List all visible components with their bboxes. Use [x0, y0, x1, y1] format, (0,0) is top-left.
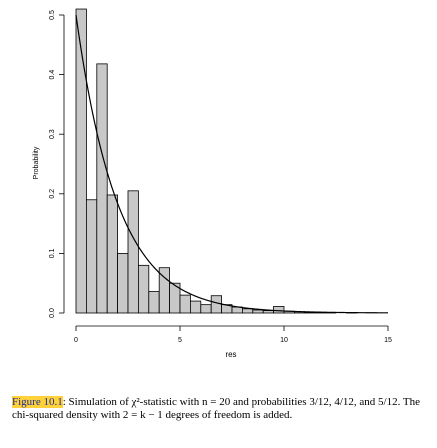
- histogram-bar: [137, 264, 150, 314]
- histogram-bar: [262, 310, 275, 314]
- caption-text: : Simulation of χ²-statistic with n = 20…: [12, 396, 421, 421]
- histogram-bar: [148, 291, 160, 314]
- histogram-bar: [96, 63, 108, 314]
- y-tick-label: 0.5: [49, 10, 56, 20]
- histogram-bar: [75, 8, 87, 314]
- histogram-bar: [200, 304, 212, 314]
- histogram-bar: [241, 308, 254, 314]
- histogram-bar: [273, 306, 285, 314]
- histogram-bar: [189, 300, 202, 314]
- figure-caption: Figure 10.1: Simulation of χ²-statistic …: [12, 396, 428, 422]
- histogram-bar: [127, 190, 139, 314]
- x-tick-label: 10: [280, 337, 288, 344]
- y-tick-label: 0.3: [49, 129, 56, 139]
- y-tick-label: 0.2: [49, 189, 56, 199]
- y-axis: 0.0 0.1 0.2 0.3 0.4 0.5: [49, 10, 65, 318]
- histogram-bar: [252, 309, 264, 314]
- y-axis-label: Probability: [33, 146, 40, 179]
- histogram-bar: [106, 194, 118, 314]
- x-tick-label: 0: [74, 337, 78, 344]
- histogram-chart: 0 5 10 15 0.0 0.1 0.2 0.3 0.4 0.5 res Probabilit…: [33, 8, 392, 359]
- histogram-bar: [86, 199, 98, 314]
- x-tick-label: 5: [178, 337, 182, 344]
- density-curve: [75, 14, 389, 314]
- y-tick-label: 0.4: [49, 70, 56, 80]
- histogram-bar: [210, 295, 222, 314]
- y-tick-label: 0.1: [49, 248, 56, 258]
- x-axis-label: res: [225, 350, 236, 359]
- histogram-bars: [75, 8, 358, 314]
- x-axis: 0 5 10 15: [74, 325, 392, 344]
- histogram-bar: [179, 294, 191, 314]
- x-tick-label: 15: [384, 337, 392, 344]
- histogram-bar: [117, 252, 129, 314]
- y-tick-label: 0.0: [49, 308, 56, 318]
- figure-reference-link[interactable]: Figure 10.1: [12, 396, 63, 408]
